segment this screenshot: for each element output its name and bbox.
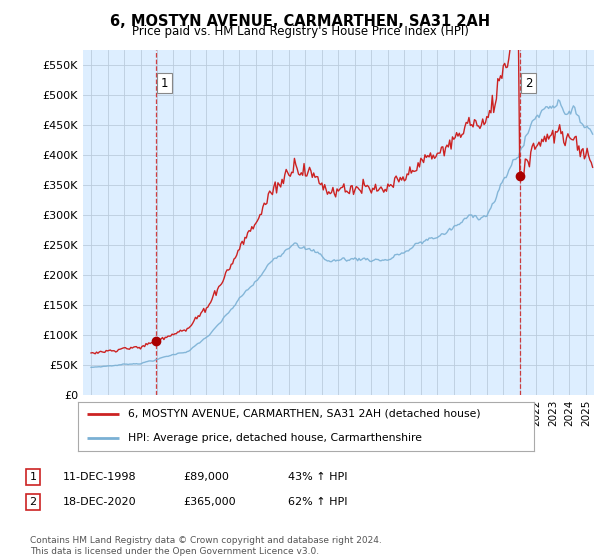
Text: 18-DEC-2020: 18-DEC-2020 bbox=[63, 497, 137, 507]
Text: 6, MOSTYN AVENUE, CARMARTHEN, SA31 2AH (detached house): 6, MOSTYN AVENUE, CARMARTHEN, SA31 2AH (… bbox=[128, 409, 481, 419]
Text: HPI: Average price, detached house, Carmarthenshire: HPI: Average price, detached house, Carm… bbox=[128, 433, 422, 444]
Text: 43% ↑ HPI: 43% ↑ HPI bbox=[288, 472, 347, 482]
Text: 6, MOSTYN AVENUE, CARMARTHEN, SA31 2AH: 6, MOSTYN AVENUE, CARMARTHEN, SA31 2AH bbox=[110, 14, 490, 29]
Text: 62% ↑ HPI: 62% ↑ HPI bbox=[288, 497, 347, 507]
Text: 1: 1 bbox=[161, 77, 168, 90]
Text: 2: 2 bbox=[29, 497, 37, 507]
Text: 2: 2 bbox=[525, 77, 532, 90]
Text: 11-DEC-1998: 11-DEC-1998 bbox=[63, 472, 137, 482]
Text: £365,000: £365,000 bbox=[183, 497, 236, 507]
Text: Contains HM Land Registry data © Crown copyright and database right 2024.
This d: Contains HM Land Registry data © Crown c… bbox=[30, 536, 382, 556]
Text: 1: 1 bbox=[29, 472, 37, 482]
Text: £89,000: £89,000 bbox=[183, 472, 229, 482]
Text: Price paid vs. HM Land Registry's House Price Index (HPI): Price paid vs. HM Land Registry's House … bbox=[131, 25, 469, 38]
